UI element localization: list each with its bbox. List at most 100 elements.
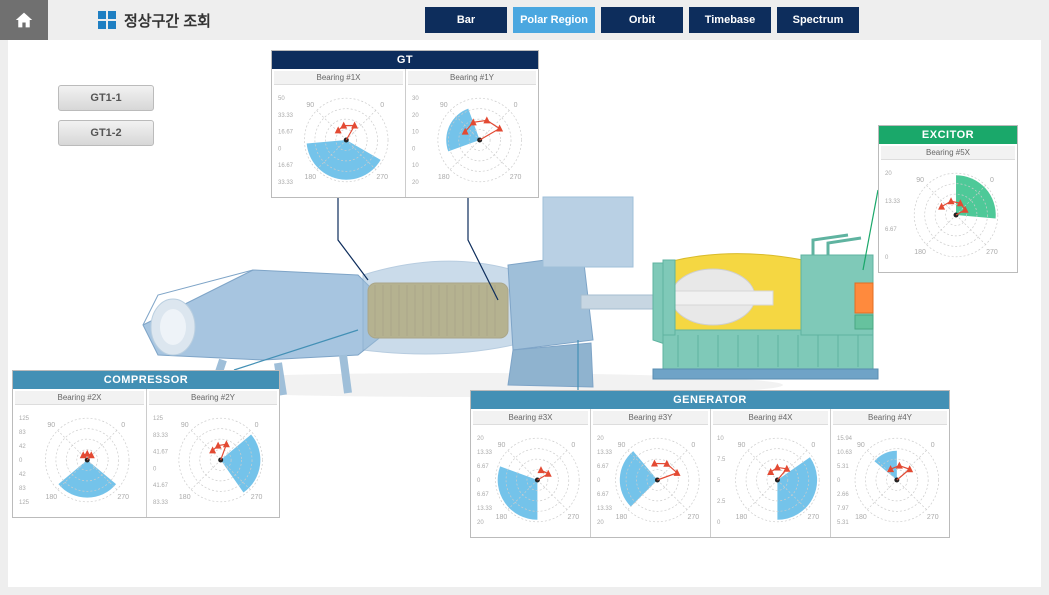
svg-text:125: 125 xyxy=(153,416,164,422)
svg-text:180: 180 xyxy=(45,494,57,501)
tab-timebase[interactable]: Timebase xyxy=(689,7,771,33)
svg-text:0: 0 xyxy=(811,442,815,449)
svg-text:5.31: 5.31 xyxy=(837,520,849,526)
cell-title: Bearing #1X xyxy=(274,71,403,85)
svg-text:270: 270 xyxy=(251,494,263,501)
svg-text:20: 20 xyxy=(412,180,419,186)
cell-bearing-1y: Bearing #1Y 09018027030201001020 xyxy=(405,69,538,197)
svg-text:0: 0 xyxy=(153,466,157,472)
svg-text:180: 180 xyxy=(179,494,191,501)
svg-text:0: 0 xyxy=(412,146,416,152)
tab-polar-region[interactable]: Polar Region xyxy=(513,7,595,33)
svg-text:13.33: 13.33 xyxy=(477,506,493,512)
polar-chart: 0901802702013.336.6706.6713.3320 xyxy=(473,425,588,535)
page-title: 정상구간 조회 xyxy=(124,10,211,31)
polar-chart: 09018027015.9410.635.3102.667.975.31 xyxy=(833,425,947,535)
title-area: 정상구간 조회 xyxy=(98,10,211,31)
svg-text:270: 270 xyxy=(927,514,939,521)
svg-text:180: 180 xyxy=(914,249,926,256)
svg-text:0: 0 xyxy=(278,146,282,152)
svg-text:33.33: 33.33 xyxy=(278,180,294,186)
svg-text:6.67: 6.67 xyxy=(477,492,489,498)
cell-bearing-3y: Bearing #3Y 0901802702013.336.6706.6713.… xyxy=(590,409,710,537)
svg-text:7.97: 7.97 xyxy=(837,506,849,512)
tab-bar[interactable]: Bar xyxy=(425,7,507,33)
svg-text:13.33: 13.33 xyxy=(477,450,493,456)
topbar: 정상구간 조회 Bar Polar Region Orbit Timebase … xyxy=(0,0,1049,40)
svg-text:10.63: 10.63 xyxy=(837,450,853,456)
svg-text:270: 270 xyxy=(376,174,388,181)
svg-text:20: 20 xyxy=(412,113,419,119)
panel-generator: GENERATOR Bearing #3X 0901802702013.336.… xyxy=(470,390,950,538)
svg-text:0: 0 xyxy=(121,422,125,429)
svg-text:16.67: 16.67 xyxy=(278,130,294,136)
svg-text:13.33: 13.33 xyxy=(597,506,613,512)
cell-bearing-5x: Bearing #5X 0901802702013.336.670 xyxy=(879,144,1017,272)
tab-orbit[interactable]: Orbit xyxy=(601,7,683,33)
panel-compressor-header: COMPRESSOR xyxy=(13,371,279,389)
svg-text:2.66: 2.66 xyxy=(837,492,849,498)
main-canvas: GT1-1 GT1-2 xyxy=(8,40,1041,587)
svg-text:0: 0 xyxy=(255,422,259,429)
svg-text:90: 90 xyxy=(916,177,924,184)
gt1-1-button[interactable]: GT1-1 xyxy=(58,85,154,111)
svg-text:0: 0 xyxy=(885,255,889,261)
home-button[interactable] xyxy=(0,0,48,40)
svg-text:30: 30 xyxy=(412,96,419,102)
svg-text:270: 270 xyxy=(807,514,819,521)
svg-text:6.67: 6.67 xyxy=(597,464,609,470)
gt1-2-button[interactable]: GT1-2 xyxy=(58,120,154,146)
svg-text:180: 180 xyxy=(736,514,748,521)
polar-chart: 0901802705033.3316.67016.6733.33 xyxy=(274,85,403,195)
panel-generator-header: GENERATOR xyxy=(471,391,949,409)
svg-text:33.33: 33.33 xyxy=(278,113,294,119)
cell-bearing-2y: Bearing #2Y 09018027012583.3341.67041.67… xyxy=(146,389,279,517)
svg-text:13.33: 13.33 xyxy=(885,199,901,205)
svg-text:90: 90 xyxy=(181,422,189,429)
cell-bearing-3x: Bearing #3X 0901802702013.336.6706.6713.… xyxy=(471,409,590,537)
panel-excitor-header: EXCITOR xyxy=(879,126,1017,144)
cell-title: Bearing #2X xyxy=(15,391,144,405)
svg-text:0: 0 xyxy=(931,442,935,449)
polar-chart: 0901802702013.336.6706.6713.3320 xyxy=(593,425,708,535)
svg-text:6.67: 6.67 xyxy=(885,227,897,233)
svg-text:5: 5 xyxy=(717,478,721,484)
svg-text:16.67: 16.67 xyxy=(278,163,294,169)
svg-text:10: 10 xyxy=(412,163,419,169)
cell-title: Bearing #4Y xyxy=(833,411,947,425)
cell-title: Bearing #4X xyxy=(713,411,828,425)
polar-chart: 09018027030201001020 xyxy=(408,85,536,195)
svg-text:5.31: 5.31 xyxy=(837,464,849,470)
panel-excitor: EXCITOR Bearing #5X 0901802702013.336.67… xyxy=(878,125,1018,273)
svg-text:90: 90 xyxy=(47,422,55,429)
svg-text:0: 0 xyxy=(477,478,481,484)
svg-text:90: 90 xyxy=(738,442,746,449)
grid-icon xyxy=(98,11,116,29)
tab-spectrum[interactable]: Spectrum xyxy=(777,7,859,33)
svg-text:20: 20 xyxy=(597,520,604,526)
svg-text:90: 90 xyxy=(498,442,506,449)
polar-chart: 090180270125834204283125 xyxy=(15,405,144,515)
svg-text:0: 0 xyxy=(380,102,384,109)
svg-text:15.94: 15.94 xyxy=(837,436,853,442)
svg-text:270: 270 xyxy=(510,174,522,181)
svg-text:125: 125 xyxy=(19,416,30,422)
svg-text:50: 50 xyxy=(278,96,285,102)
svg-text:0: 0 xyxy=(19,458,23,464)
svg-text:90: 90 xyxy=(440,102,448,109)
cell-bearing-2x: Bearing #2X 090180270125834204283125 xyxy=(13,389,146,517)
svg-text:125: 125 xyxy=(19,500,30,506)
svg-text:0: 0 xyxy=(691,442,695,449)
svg-text:10: 10 xyxy=(717,436,724,442)
polar-chart: 090180270107.552.50 xyxy=(713,425,828,535)
svg-text:10: 10 xyxy=(412,130,419,136)
svg-text:90: 90 xyxy=(857,442,865,449)
svg-text:13.33: 13.33 xyxy=(597,450,613,456)
cell-bearing-1x: Bearing #1X 0901802705033.3316.67016.673… xyxy=(272,69,405,197)
svg-text:83: 83 xyxy=(19,430,26,436)
svg-text:180: 180 xyxy=(304,174,316,181)
svg-text:270: 270 xyxy=(117,494,129,501)
svg-text:0: 0 xyxy=(837,478,841,484)
polar-chart: 0901802702013.336.670 xyxy=(881,160,1015,270)
svg-text:2.5: 2.5 xyxy=(717,499,726,505)
